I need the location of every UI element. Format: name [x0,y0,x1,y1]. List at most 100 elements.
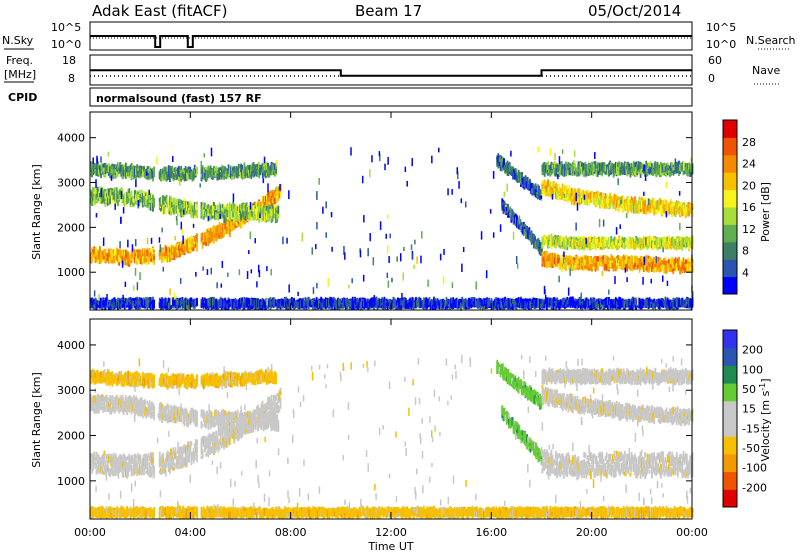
power-cell-4908 [691,204,694,209]
power-cell-2840 [538,241,541,248]
power-cell-1754 [114,171,117,176]
power-cell-3176 [610,261,613,269]
power-cell-4882 [685,210,688,217]
power-cell-1568 [262,205,265,210]
power-cell-3044 [582,265,584,271]
power-cell-2837 [538,246,541,255]
power-cell-1845 [134,168,136,177]
power-cell-1377 [222,211,224,218]
power-cell-1689 [101,169,104,174]
power-cell-3133 [601,256,604,262]
power-cell-4450 [587,189,590,197]
power-cell-3634 [560,236,563,245]
power-cell-1142 [166,198,169,202]
power-cell-3667 [567,238,570,245]
power-cell-2637 [534,189,537,198]
power-cell-1683 [99,165,101,170]
power-cell-922 [113,193,116,201]
power-cell-859 [99,198,101,204]
power-cell-1468 [241,205,244,213]
power-cell-3852 [606,240,609,249]
power-cell-4051 [650,242,653,249]
date-title: 05/Oct/2014 [588,2,681,20]
power-cell-2749 [518,225,521,230]
power-cell-1117 [161,200,163,205]
power-cell-4741 [654,209,657,215]
nave-label: Nave [752,64,780,77]
power-cell-3069 [587,256,590,263]
power-cell-4531 [605,198,608,204]
power-cell-1933 [153,166,156,171]
power-cell-4660 [635,201,637,208]
power-cell-1713 [105,165,108,171]
power-cell-971 [124,191,127,201]
power-cell-1834 [131,170,134,177]
power-cell-2376 [257,169,259,174]
power-cell-2133 [204,172,206,178]
power-cell-306 [165,253,168,263]
power-cell-1281 [201,205,204,215]
power-cell-3640 [561,241,564,247]
power-cell-4619 [626,205,628,210]
power-cell-3884 [613,236,616,245]
power-cell-4316 [557,193,560,201]
power-cell-2349 [251,163,254,172]
power-cell-2005 [173,175,176,181]
power-cell-2136 [205,171,207,176]
power-cell-418 [190,235,193,244]
power-cell-3726 [579,239,582,248]
power-cell-2290 [238,163,241,171]
power-cell-4839 [675,206,678,210]
power-cell-343 [173,251,176,261]
power-cell-4575 [615,199,618,208]
freq-left-label: Freq. [6,54,33,67]
power-cell-947 [119,189,122,195]
power-cell-3484 [679,261,682,266]
power-cell-3571 [547,238,549,248]
power-cell-3271 [631,263,634,272]
power-cell-4134 [667,242,670,247]
power-cell-3473 [676,261,679,266]
power-cell-3506 [683,264,686,268]
power-cell-3720 [578,238,581,242]
power-cell-1601 [270,215,273,224]
power-cell-1074 [147,195,150,204]
power-cell-2923 [556,262,558,268]
power-cell-4460 [590,196,592,203]
power-cell-872 [102,195,105,202]
power-cell-2542 [513,172,516,180]
power-cell-3229 [622,265,625,271]
power-cell-2865 [543,258,546,268]
power-cell-398 [185,239,188,246]
power-cell-3381 [655,263,658,271]
power-cell-2728 [513,215,516,224]
power-cell-1321 [209,213,212,220]
power-cell-4307 [556,184,558,193]
power-cell-45 [99,251,101,260]
power-cell-211 [138,256,141,261]
power-cell-4878 [684,203,687,211]
power-cell-481 [207,231,210,237]
power-cell-3501 [682,262,685,270]
power-cell-3672 [568,239,571,244]
power-cell-981 [127,189,130,196]
power-cell-81 [108,248,110,256]
power-cell-4456 [588,194,591,201]
power-cell-1462 [240,211,242,220]
power-cell-3233 [623,256,626,262]
power-cell-4195 [681,242,684,251]
power-cell-856 [99,193,101,199]
power-cell-2441 [271,164,274,170]
power-cell-557 [224,223,227,230]
power-cell-4506 [600,195,602,205]
power-cell-449 [200,241,203,245]
power-cell-1727 [109,166,111,170]
power-cell-4915 [541,165,544,171]
power-cell-259 [149,252,152,258]
power-cell-4876 [684,209,687,216]
power-cell-1259 [193,205,196,213]
power-cell-10 [91,254,93,264]
power-cell-25 [94,257,97,262]
power-cell-1036 [139,194,142,198]
power-cell-4362 [567,195,570,200]
